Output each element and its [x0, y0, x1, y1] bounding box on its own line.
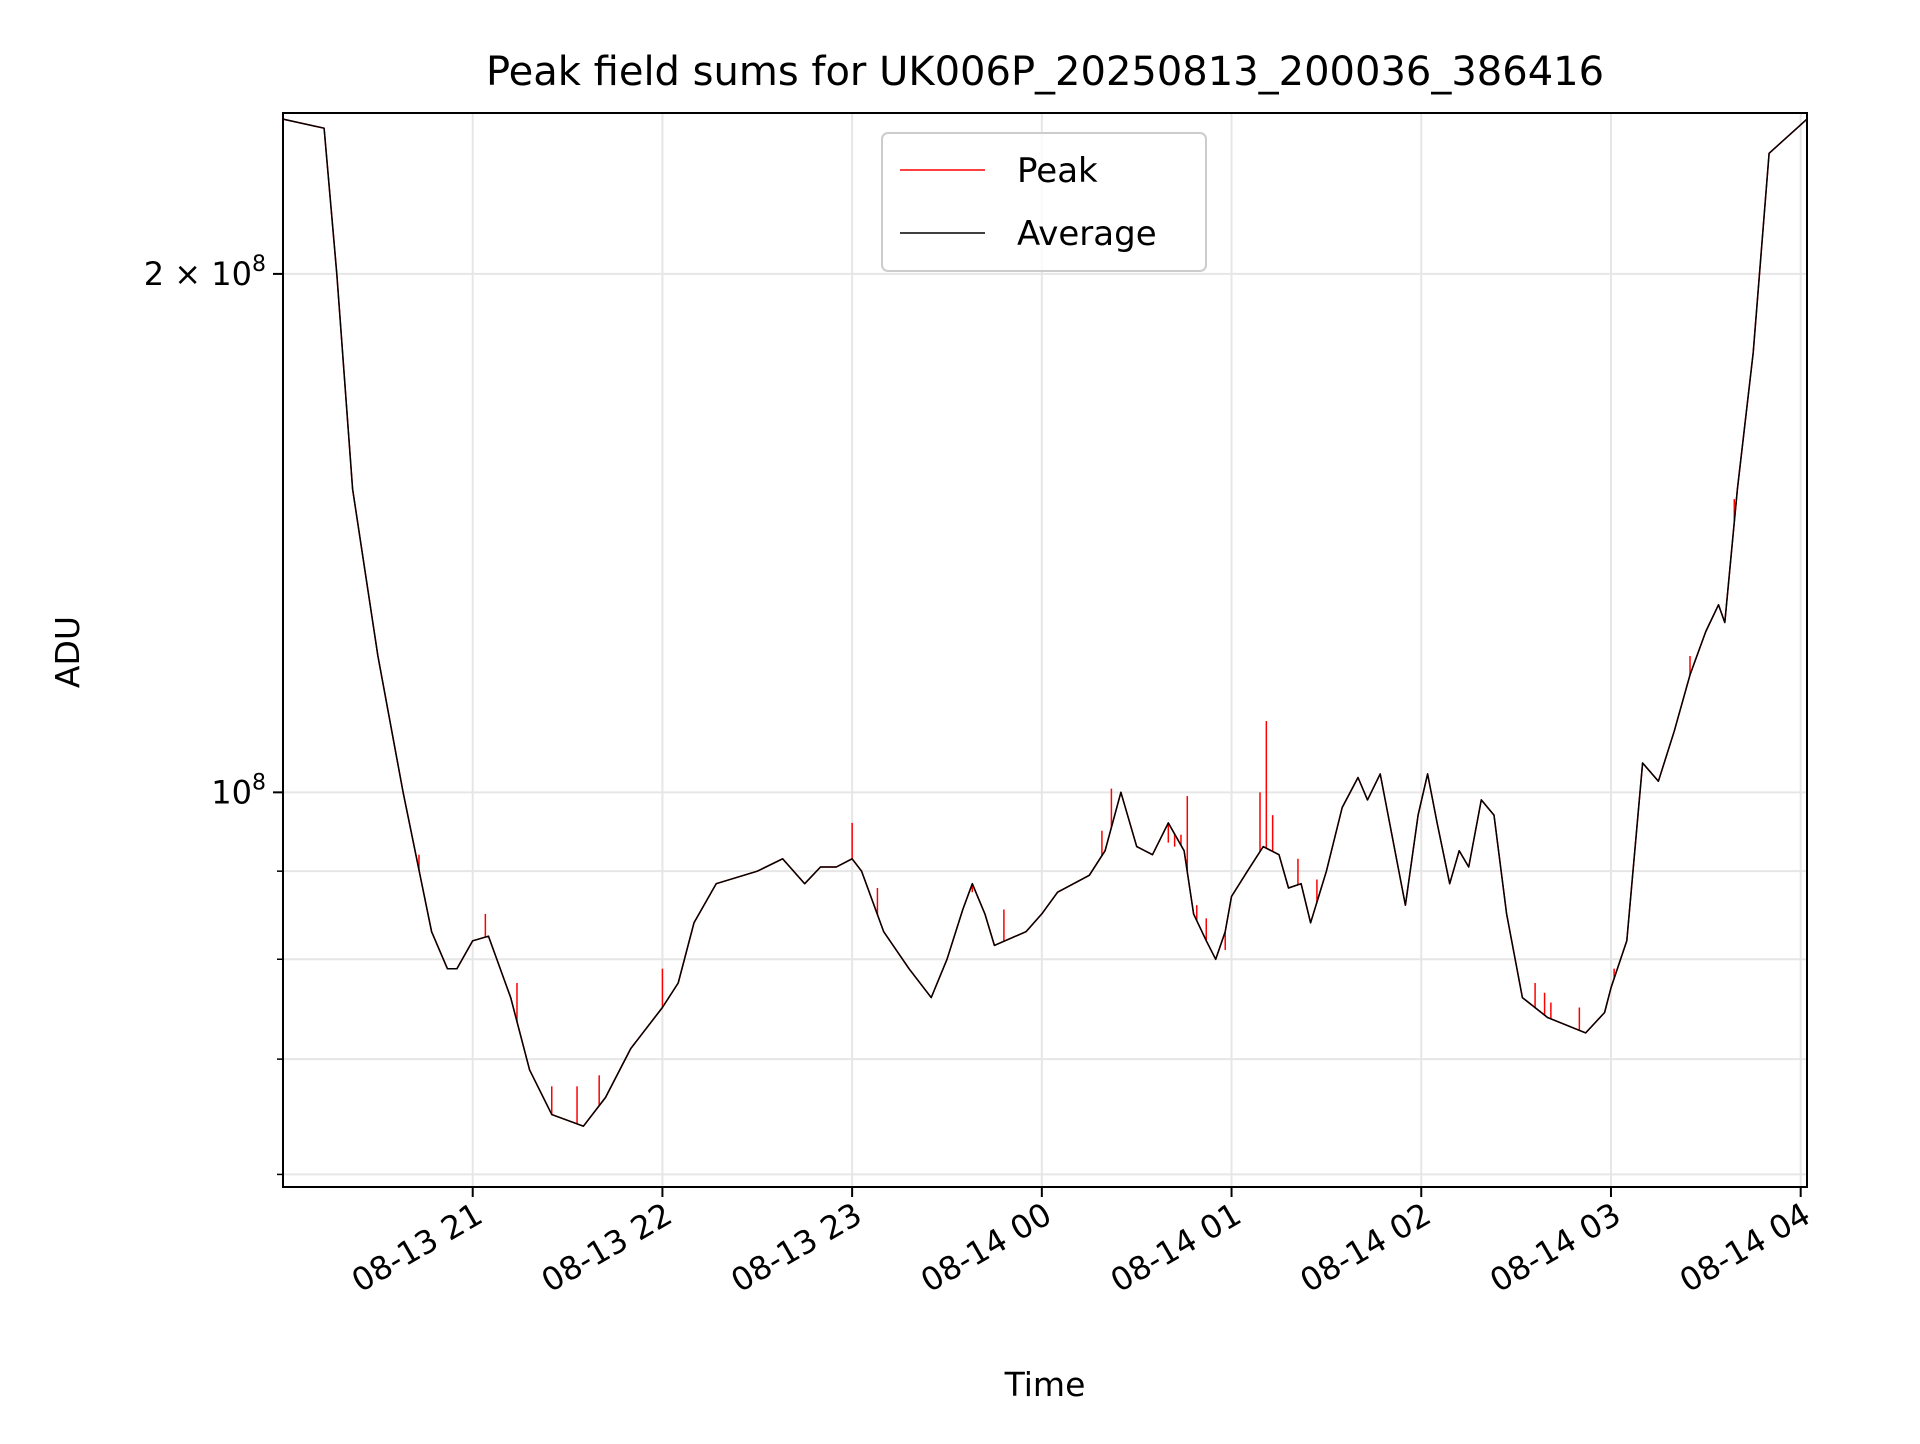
series-layer	[282, 118, 1808, 1127]
legend-box	[881, 132, 1207, 272]
legend: Peak Average	[881, 132, 1207, 272]
x-axis-label: Time	[1004, 1365, 1086, 1404]
legend-label-average: Average	[1017, 214, 1157, 254]
grid	[283, 113, 1807, 1187]
chart-title: Peak field sums for UK006P_20250813_2000…	[486, 49, 1604, 95]
series-line-average	[282, 118, 1808, 1127]
legend-label-peak: Peak	[1017, 151, 1098, 191]
plot-frame	[282, 112, 1808, 1188]
y-axis-label: ADU	[48, 616, 87, 688]
y-tick-label: 108	[211, 770, 266, 811]
y-tick-label: 2 × 108	[144, 252, 266, 293]
